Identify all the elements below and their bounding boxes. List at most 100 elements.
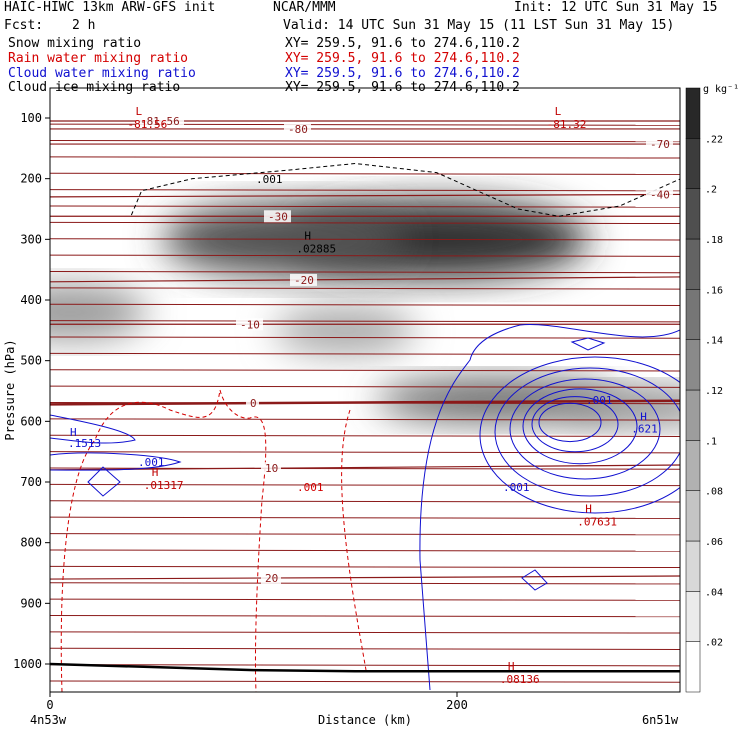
isotherm-line <box>50 631 680 634</box>
contour-labels: -81.56-80-70-40-30-20-1001020L-81.56L-81… <box>68 105 673 686</box>
isotherm-labeled <box>50 193 680 198</box>
isotherm-label-bg <box>284 122 311 135</box>
colorbar-bin <box>685 490 701 542</box>
isotherm-line <box>50 352 680 356</box>
isotherm-line <box>50 582 680 585</box>
y-tick-label: 600 <box>20 414 42 428</box>
colorbar-label: .06 <box>705 537 723 548</box>
isotherm-line <box>50 451 680 454</box>
isotherm-label-bg <box>136 115 184 128</box>
isotherm-line <box>50 418 680 421</box>
extremum-value: -81.32 <box>547 118 587 131</box>
plot-frame <box>49 87 681 693</box>
legend-cloudwater-name: Cloud water mixing ratio <box>8 66 196 81</box>
colorbar-unit: g kg⁻¹ <box>703 84 739 95</box>
colorbar-bin <box>685 389 701 441</box>
isotherm-label: -30 <box>268 210 288 223</box>
isotherm-label-bg <box>290 273 317 286</box>
y-tick-label: 200 <box>20 172 42 186</box>
cloud-water-contour <box>521 569 548 591</box>
colorbar-bin <box>685 188 701 240</box>
cloud-water-contour <box>522 388 638 465</box>
colorbar-label: .12 <box>705 386 723 397</box>
isotherm-line <box>50 516 680 519</box>
isotherm-line <box>50 647 680 650</box>
x-tick-label: 200 <box>446 698 468 712</box>
mixing-ratio-shading <box>50 199 680 425</box>
isotherm-line <box>50 238 680 241</box>
colorbar-bin <box>685 339 701 391</box>
cloud-water-contour <box>494 367 680 497</box>
cloud-water-contour <box>50 414 136 444</box>
isotherm-line <box>50 549 680 552</box>
cloud-ice-contour-label: .001 <box>256 173 283 186</box>
isotherm-line <box>50 139 680 143</box>
cloud-water-max-marker: H <box>640 410 647 423</box>
colorbar-bin <box>685 238 701 290</box>
colorbar-bin <box>685 138 701 189</box>
temperature-contours <box>50 120 680 683</box>
isotherm-label-bg <box>264 210 291 223</box>
isotherm-label-bg <box>261 572 281 585</box>
x-axis-label: Distance (km) <box>318 713 412 727</box>
isotherm-label: 0 <box>250 397 257 410</box>
extremum-marker: L <box>135 105 142 118</box>
colorbar-label: .18 <box>705 235 723 246</box>
colorbar: .02 .04 .06 .08 .1 .12 .14 .16 .18 .2 .22 g kg⁻¹ <box>685 84 739 693</box>
extremum-marker: H <box>585 502 592 515</box>
cloud-water-small-max-marker: H <box>70 426 77 439</box>
shading-blob <box>375 378 620 422</box>
isotherm-line <box>50 254 680 257</box>
isotherm-line <box>50 287 680 290</box>
isotherm-label: -40 <box>650 189 670 202</box>
y-tick-label: 500 <box>20 354 42 368</box>
colorbar-label: .22 <box>705 134 723 145</box>
isotherm-line <box>50 434 680 437</box>
colorbar-label: .2 <box>705 185 717 196</box>
extremum-value: .07631 <box>577 515 617 528</box>
isotherm-line <box>50 483 680 487</box>
y-tick-label: 900 <box>20 596 42 610</box>
extremum-value: .08136 <box>500 673 540 686</box>
extremum-value: .02885 <box>296 242 336 255</box>
valid-label: Valid: 14 UTC Sun 31 May 15 (11 LST Sun … <box>283 18 675 33</box>
isotherm-label: -10 <box>240 318 260 331</box>
isotherm-line <box>50 680 680 683</box>
isotherm-line <box>50 221 680 225</box>
isotherm-line <box>50 270 680 274</box>
isotherm-labeled <box>50 464 680 471</box>
y-tick-label: 1000 <box>13 657 42 671</box>
cloud-water-contour <box>570 337 606 351</box>
cloud-water-contour <box>479 356 680 514</box>
colorbar-label: .04 <box>705 587 723 598</box>
legend-cloudwater-xy: XY= 259.5, 91.6 to 274.6,110.2 <box>285 66 520 81</box>
isotherm-label: -81.56 <box>140 115 180 128</box>
extremum-marker: H <box>152 466 159 479</box>
surface-pressure-line <box>50 662 680 673</box>
cloud-water-label: .001 <box>586 394 613 407</box>
extremum-value: -81.56 <box>127 118 167 131</box>
isotherm-label-bg <box>246 397 259 410</box>
isotherm-line <box>50 189 680 192</box>
isotherm-label: -20 <box>294 274 314 287</box>
cloud-water-contour <box>419 323 680 691</box>
y-tick-label: 100 <box>20 111 42 125</box>
org-label: NCAR/MMM <box>273 0 336 15</box>
isotherm-line <box>50 303 680 306</box>
isotherm-line <box>50 467 680 470</box>
isotherm-label: -70 <box>650 138 670 151</box>
init-label: Init: 12 UTC Sun 31 May 15 <box>514 0 718 15</box>
fcst-value: 2 h <box>72 18 96 33</box>
isotherm-label-bg <box>646 188 673 201</box>
cloud-water-contour <box>50 452 182 471</box>
cloud-water-label: .001 <box>138 456 165 469</box>
isotherm-label-bg <box>261 462 281 475</box>
shading-blob <box>558 387 680 425</box>
cloud-water-contour <box>509 378 661 480</box>
isotherm-label-bg <box>646 138 673 151</box>
cloud-water-max-label: .621 <box>631 422 658 435</box>
fcst-label: Fcst: <box>4 18 44 33</box>
rain-water-label: .001 <box>297 481 324 494</box>
isotherm-line <box>50 205 680 208</box>
